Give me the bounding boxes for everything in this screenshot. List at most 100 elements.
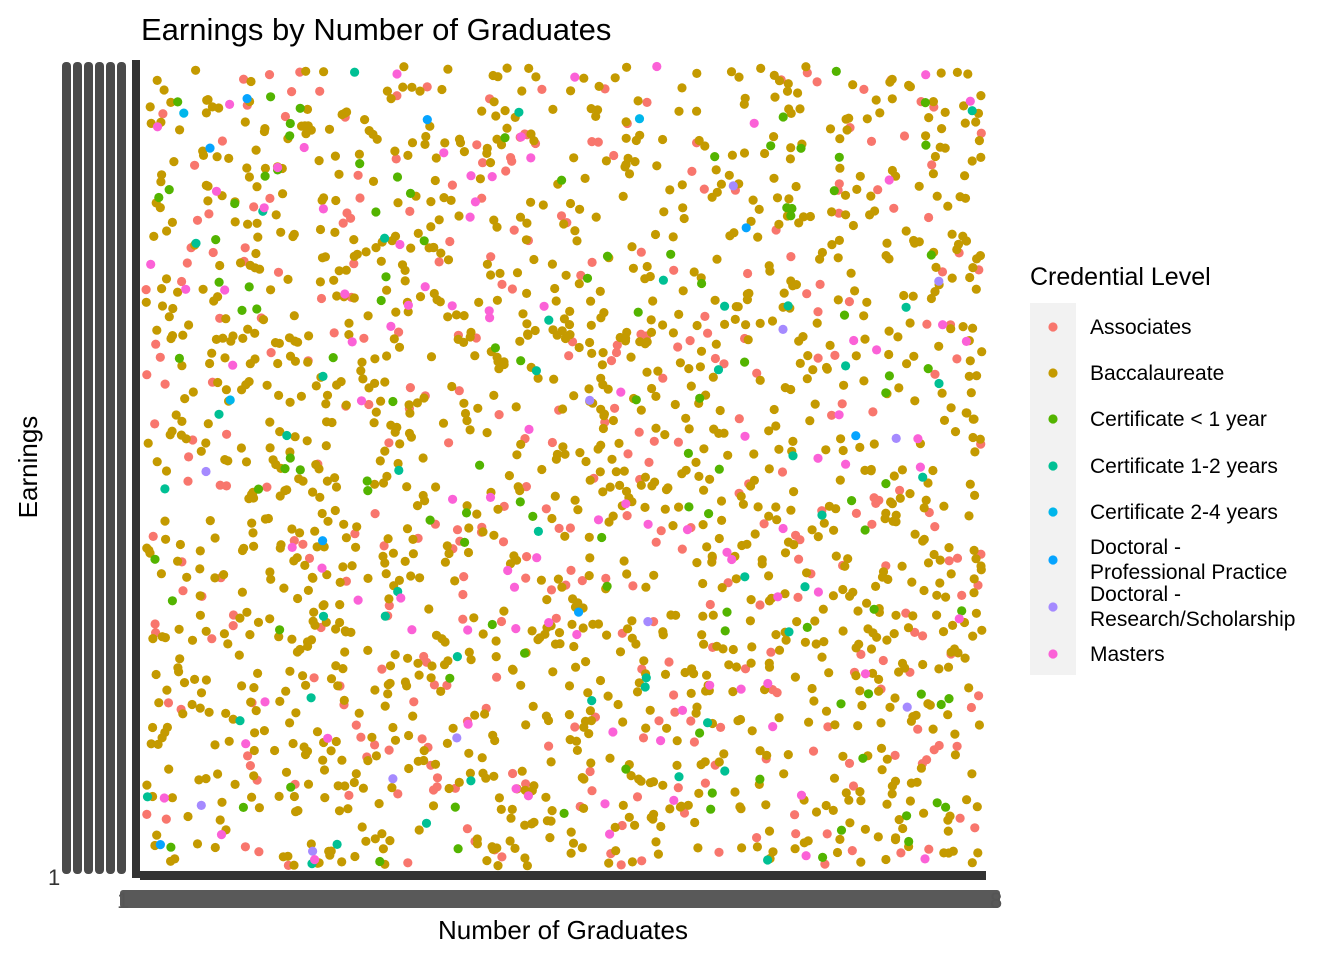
data-point xyxy=(266,574,276,584)
data-point xyxy=(691,457,701,467)
data-point xyxy=(781,635,791,645)
data-point xyxy=(658,134,668,145)
data-point xyxy=(943,710,953,720)
data-point xyxy=(498,537,509,547)
data-point xyxy=(692,320,702,331)
legend-label: Doctoral -Research/Scholarship xyxy=(1090,583,1295,631)
data-point xyxy=(245,630,255,640)
data-point xyxy=(380,377,390,387)
data-point xyxy=(685,336,695,346)
data-point xyxy=(350,851,360,862)
data-point xyxy=(835,834,845,845)
data-point xyxy=(719,749,729,759)
data-point xyxy=(821,445,831,455)
data-point xyxy=(622,62,632,72)
data-point xyxy=(932,590,942,600)
data-point xyxy=(241,457,252,467)
data-point xyxy=(486,270,496,280)
data-point xyxy=(882,635,892,645)
data-point xyxy=(829,773,840,783)
data-point xyxy=(749,118,759,128)
data-point xyxy=(447,301,457,311)
data-point xyxy=(491,111,501,121)
data-point xyxy=(521,720,531,730)
data-point xyxy=(632,792,643,802)
data-point xyxy=(327,417,337,428)
legend-title: Credential Level xyxy=(1030,263,1211,291)
data-point xyxy=(730,314,740,324)
data-point xyxy=(851,351,861,361)
data-point xyxy=(487,172,497,182)
data-point xyxy=(651,423,661,433)
data-point xyxy=(726,67,737,77)
data-point xyxy=(644,457,654,467)
data-point xyxy=(184,320,194,330)
data-point xyxy=(676,801,686,811)
data-point xyxy=(812,77,822,87)
data-point xyxy=(546,585,557,595)
data-point xyxy=(265,567,275,577)
data-point xyxy=(957,590,967,601)
data-point xyxy=(944,543,954,553)
data-point xyxy=(570,226,580,236)
data-point xyxy=(243,219,253,229)
data-point xyxy=(142,543,152,553)
legend-key xyxy=(1048,649,1058,659)
data-point xyxy=(689,267,699,277)
data-point xyxy=(375,856,385,867)
data-point xyxy=(640,472,651,482)
data-point xyxy=(187,635,198,645)
data-point xyxy=(500,106,510,116)
data-point xyxy=(963,69,973,79)
data-point xyxy=(646,315,656,325)
data-point xyxy=(320,793,330,803)
data-point xyxy=(707,557,717,567)
data-point xyxy=(421,818,432,828)
data-point xyxy=(708,610,718,620)
data-point xyxy=(146,739,156,749)
data-point xyxy=(161,274,172,284)
data-point xyxy=(402,681,412,691)
data-point xyxy=(932,191,942,201)
data-point xyxy=(720,319,730,329)
data-point xyxy=(537,464,547,475)
data-point xyxy=(273,162,283,173)
data-point xyxy=(211,186,222,196)
data-point xyxy=(302,436,312,446)
data-point xyxy=(705,680,715,690)
data-point xyxy=(605,482,615,492)
data-point xyxy=(800,637,811,647)
data-point xyxy=(966,388,976,398)
data-point xyxy=(470,351,480,361)
data-point xyxy=(840,190,851,200)
data-point xyxy=(459,311,469,321)
data-point xyxy=(324,124,335,134)
data-point xyxy=(207,348,217,358)
data-point xyxy=(403,300,413,310)
y-axis-line xyxy=(132,60,140,878)
data-point xyxy=(177,416,187,426)
data-point xyxy=(613,699,623,710)
data-point xyxy=(540,629,550,639)
data-point xyxy=(827,240,837,250)
data-point xyxy=(230,198,240,209)
data-point xyxy=(855,171,865,181)
data-point xyxy=(489,390,499,400)
data-point xyxy=(867,519,877,529)
data-point xyxy=(635,130,645,140)
data-point xyxy=(692,68,702,78)
data-point xyxy=(143,438,153,448)
data-point xyxy=(198,284,208,294)
data-point xyxy=(888,516,898,526)
data-point xyxy=(881,508,891,518)
data-point xyxy=(658,320,668,330)
data-point xyxy=(968,323,978,333)
data-point xyxy=(668,232,678,242)
data-point xyxy=(164,764,174,774)
data-point xyxy=(274,632,284,642)
data-point xyxy=(884,175,894,185)
data-point xyxy=(970,447,980,457)
data-point xyxy=(485,313,495,323)
data-point xyxy=(618,191,628,201)
data-point xyxy=(906,716,917,726)
